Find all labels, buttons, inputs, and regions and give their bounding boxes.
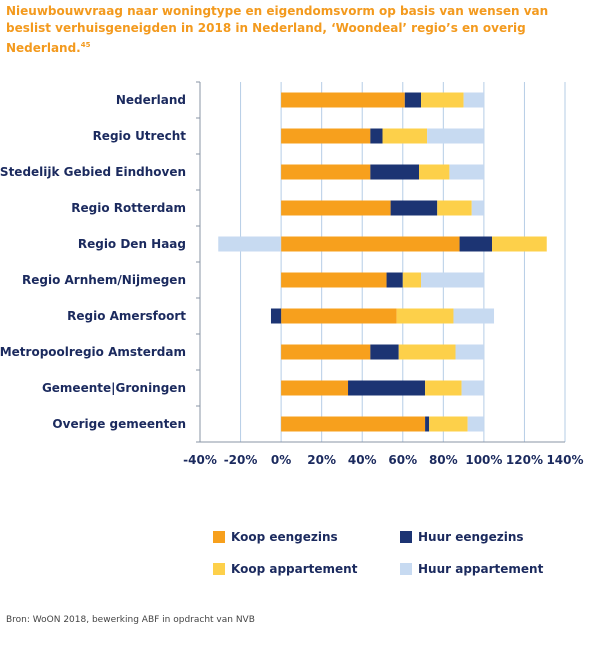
bar-huur-eengezins-8 xyxy=(348,380,426,396)
legend-item-huur-eengezins: Huur eengezins xyxy=(400,530,524,544)
legend-swatch-koop-eengezins xyxy=(213,531,225,543)
category-label-5: Regio Arnhem/Nijmegen xyxy=(22,273,186,287)
legend-swatch-koop-appartement xyxy=(213,563,225,575)
bar-huur-appartement-9 xyxy=(467,416,484,432)
legend-label-koop-eengezins: Koop eengezins xyxy=(231,530,338,544)
bar-huur-eengezins-7 xyxy=(370,344,399,360)
x-tick-label-6: 80% xyxy=(429,453,458,467)
title-footnote: 45 xyxy=(80,41,91,49)
bar-koop-appartement-4 xyxy=(492,236,547,252)
bar-huur-appartement-7 xyxy=(455,344,484,360)
chart-legend: Koop eengezins Huur eengezins Koop appar… xyxy=(0,520,590,590)
bar-koop-eengezins-8 xyxy=(281,380,349,396)
bar-koop-appartement-7 xyxy=(398,344,456,360)
bar-huur-appartement-2 xyxy=(449,164,484,180)
bar-koop-eengezins-2 xyxy=(281,164,371,180)
bar-huur-appartement-3 xyxy=(471,200,484,216)
category-label-8: Gemeente|Groningen xyxy=(42,381,186,395)
bar-koop-eengezins-3 xyxy=(281,200,391,216)
bar-koop-eengezins-4 xyxy=(281,236,460,252)
bar-huur-eengezins-0 xyxy=(404,92,422,108)
bar-huur-appartement-6 xyxy=(453,308,495,324)
legend-label-koop-appartement: Koop appartement xyxy=(231,562,358,576)
bar-huur-appartement-5 xyxy=(421,272,484,288)
bar-koop-appartement-5 xyxy=(402,272,422,288)
legend-item-huur-appartement: Huur appartement xyxy=(400,562,543,576)
bar-koop-eengezins-0 xyxy=(281,92,405,108)
bar-koop-appartement-0 xyxy=(421,92,464,108)
legend-label-huur-appartement: Huur appartement xyxy=(418,562,544,576)
bar-koop-appartement-6 xyxy=(396,308,454,324)
bar-koop-eengezins-6 xyxy=(281,308,397,324)
bar-huur-appartement-1 xyxy=(427,128,484,144)
bar-huur-eengezins-9 xyxy=(425,416,430,432)
category-label-2: Stedelijk Gebied Eindhoven xyxy=(0,165,186,179)
x-tick-label-8: 120% xyxy=(506,453,543,467)
x-tick-label-2: 0% xyxy=(271,453,291,467)
x-tick-label-4: 40% xyxy=(348,453,377,467)
chart-title: Nieuwbouwvraag naar woningtype en eigend… xyxy=(6,4,549,55)
x-tick-label-7: 100% xyxy=(465,453,502,467)
bar-koop-eengezins-5 xyxy=(281,272,387,288)
category-label-3: Regio Rotterdam xyxy=(71,201,186,215)
x-tick-label-9: 140% xyxy=(546,453,583,467)
legend-item-koop-eengezins: Koop eengezins xyxy=(213,530,338,544)
bar-koop-appartement-3 xyxy=(437,200,472,216)
legend-item-koop-appartement: Koop appartement xyxy=(213,562,357,576)
bar-huur-eengezins-3 xyxy=(390,200,438,216)
bar-koop-eengezins-9 xyxy=(281,416,426,432)
bar-koop-appartement-1 xyxy=(382,128,428,144)
legend-label-huur-eengezins: Huur eengezins xyxy=(418,530,524,544)
bar-koop-eengezins-1 xyxy=(281,128,371,144)
x-tick-label-5: 60% xyxy=(388,453,417,467)
category-label-1: Regio Utrecht xyxy=(93,129,187,143)
bar-koop-eengezins-7 xyxy=(281,344,371,360)
category-label-7: Metropoolregio Amsterdam xyxy=(0,345,186,359)
bar-huur-eengezins-5 xyxy=(386,272,403,288)
x-tick-label-1: -20% xyxy=(224,453,258,467)
bar-huur-eengezins-2 xyxy=(370,164,419,180)
bar-huur-appartement-8 xyxy=(461,380,484,396)
category-label-0: Nederland xyxy=(116,93,186,107)
legend-swatch-huur-appartement xyxy=(400,563,412,575)
bar-huur-eengezins-6 xyxy=(270,308,282,324)
bar-huur-appartement-4 xyxy=(218,236,282,252)
x-tick-label-3: 20% xyxy=(307,453,336,467)
category-label-6: Regio Amersfoort xyxy=(67,309,186,323)
x-tick-label-0: -40% xyxy=(183,453,217,467)
bar-huur-appartement-0 xyxy=(463,92,484,108)
bar-huur-eengezins-1 xyxy=(370,128,383,144)
category-label-4: Regio Den Haag xyxy=(78,237,186,251)
stacked-bar-chart: Nederland Regio Utrecht Stedelijk Gebied E… xyxy=(0,81,584,467)
category-label-9: Overige gemeenten xyxy=(52,417,186,431)
bar-huur-eengezins-4 xyxy=(459,236,492,252)
bar-koop-appartement-2 xyxy=(419,164,450,180)
source-note: Bron: WoON 2018, bewerking ABF in opdrac… xyxy=(6,615,255,625)
legend-swatch-huur-eengezins xyxy=(400,531,412,543)
bar-koop-appartement-9 xyxy=(429,416,468,432)
bar-koop-appartement-8 xyxy=(425,380,462,396)
